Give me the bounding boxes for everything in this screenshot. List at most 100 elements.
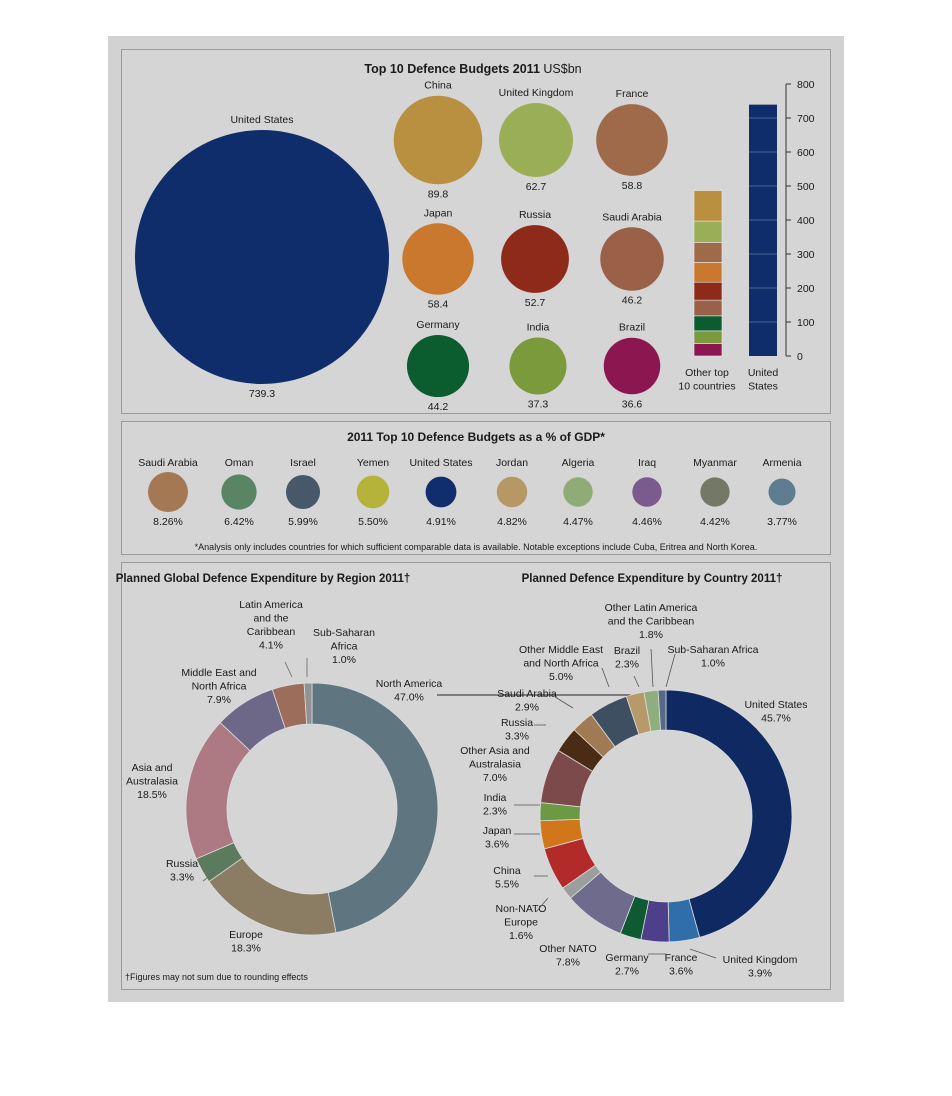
- gdp-value-label: 4.46%: [632, 516, 662, 528]
- bar-label-other-line: Other top: [685, 367, 729, 379]
- region-donut-label-line: 4.1%: [259, 640, 283, 652]
- bar-axis-tick-label: 500: [797, 181, 815, 193]
- country-donut-label-line: 1.6%: [509, 930, 533, 942]
- section1-title: Top 10 Defence Budgets 2011 US$bn: [364, 62, 581, 76]
- budget-bubble-value: 46.2: [622, 295, 643, 307]
- bar-label-other-line: 10 countries: [678, 381, 735, 393]
- budget-bubble-label: United Kingdom: [499, 87, 574, 99]
- gdp-bubble: [148, 472, 188, 512]
- country-label-leader: [554, 696, 574, 709]
- gdp-bubble: [768, 478, 796, 506]
- country-donut-label-line: Sub-Saharan Africa: [667, 644, 758, 656]
- budget-bubble-united-kingdom: [499, 103, 573, 177]
- us-budget-bar: [749, 104, 777, 356]
- gdp-country-label: Yemen: [357, 457, 389, 469]
- region-donut-label-line: 7.9%: [207, 694, 231, 706]
- stacked-bar-segment: [693, 343, 723, 357]
- region-donut-label-line: North America: [376, 678, 443, 690]
- gdp-value-label: 4.91%: [426, 516, 456, 528]
- bar-axis-tick-label: 800: [797, 79, 815, 91]
- gdp-value-label: 5.50%: [358, 516, 388, 528]
- country-donut-label-line: and the Caribbean: [608, 616, 695, 628]
- country-donut-label-line: 3.6%: [485, 839, 509, 851]
- budget-bubble-value: 58.4: [428, 299, 449, 311]
- gdp-value-label: 4.82%: [497, 516, 527, 528]
- budget-bubble-label: Japan: [424, 207, 453, 219]
- country-donut-label-line: Other Asia and: [460, 745, 530, 757]
- gdp-bubble: [356, 475, 390, 509]
- region-donut-label-line: Russia: [166, 858, 198, 870]
- budget-bubble-value: 89.8: [428, 188, 449, 200]
- country-label-leader: [633, 675, 640, 688]
- country-label-leader: [650, 648, 654, 688]
- stacked-bar-segment: [693, 262, 723, 283]
- region-donut-label-line: Caribbean: [247, 626, 296, 638]
- country-donut-label-line: 1.8%: [639, 629, 663, 641]
- country-donut-label-line: 2.3%: [483, 806, 507, 818]
- country-donut-label-line: Other Latin America: [605, 602, 698, 614]
- country-donut-slice-united-states: [665, 689, 793, 938]
- country-donut-label-line: Australasia: [469, 759, 521, 771]
- budget-bubble-value: 37.3: [528, 399, 549, 411]
- budget-bubble-value: 739.3: [249, 388, 275, 400]
- region-donut-label-line: 18.3%: [231, 943, 261, 955]
- region-donut-label-line: and the: [253, 613, 288, 625]
- gdp-bubble: [700, 477, 730, 507]
- region-donut-label-line: 3.3%: [170, 872, 194, 884]
- country-label-leader: [665, 653, 676, 688]
- country-donut-label-line: 2.3%: [615, 659, 639, 671]
- section2-footnote: *Analysis only includes countries for wh…: [195, 542, 758, 552]
- country-donut-slice-sub-saharan-africa: [657, 689, 667, 731]
- bar-axis-tick-label: 200: [797, 283, 815, 295]
- country-donut-label-line: United Kingdom: [723, 954, 798, 966]
- country-donut-label-line: 3.6%: [669, 966, 693, 978]
- region-donut-label-line: 1.0%: [332, 654, 356, 666]
- country-donut-label-line: 45.7%: [761, 713, 791, 725]
- budget-bubble-label: Germany: [416, 319, 460, 331]
- country-donut-label-line: United States: [744, 699, 807, 711]
- region-donut-label-line: Latin America: [239, 599, 303, 611]
- gdp-bubble: [285, 474, 321, 510]
- country-donut-label-line: 7.0%: [483, 772, 507, 784]
- section3-footnote: †Figures may not sum due to rounding eff…: [125, 972, 308, 982]
- country-donut-label-line: France: [665, 952, 698, 964]
- gdp-bubble: [632, 477, 662, 507]
- country-label-leader: [535, 897, 549, 913]
- gdp-country-label: Iraq: [638, 457, 656, 469]
- country-donut-label-line: Japan: [483, 825, 512, 837]
- region-donut-slice-north-america: [311, 682, 439, 934]
- gdp-country-label: Myanmar: [693, 457, 737, 469]
- share-section: Planned Global Defence Expenditure by Re…: [116, 573, 808, 982]
- bar-label-us-line: States: [748, 381, 778, 393]
- region-donut-label-line: Australasia: [126, 776, 178, 788]
- budget-bubble-label: India: [527, 321, 550, 333]
- bar-axis-tick-label: 0: [797, 351, 803, 363]
- gdp-value-label: 3.77%: [767, 516, 797, 528]
- budget-bubble-china: [393, 95, 483, 185]
- bar-label-us-line: United: [748, 367, 779, 379]
- region-donut-slice-sub-saharan-africa: [303, 682, 313, 725]
- gdp-country-label: Oman: [225, 457, 254, 469]
- stacked-bar-segment: [693, 190, 723, 222]
- country-donut-label-line: Other Middle East: [519, 644, 603, 656]
- region-donut-title: Planned Global Defence Expenditure by Re…: [116, 573, 411, 585]
- stacked-bar-segment: [693, 242, 723, 263]
- infographic-poster: Top 10 Defence Budgets 2011 US$bn United …: [108, 36, 844, 1002]
- country-donut-label-line: Russia: [501, 717, 533, 729]
- bar-axis-tick-label: 300: [797, 249, 815, 261]
- country-donut-label-line: Germany: [605, 952, 649, 964]
- budget-bubble-united-states: [135, 130, 389, 384]
- country-donut-title: Planned Defence Expenditure by Country 2…: [522, 573, 783, 585]
- gdp-value-label: 4.47%: [563, 516, 593, 528]
- budget-bubble-saudi-arabia: [600, 227, 664, 291]
- country-label-leader: [689, 948, 717, 959]
- region-donut-slice-asia-and-australasia: [185, 722, 251, 860]
- budget-bubble-value: 44.2: [428, 401, 449, 413]
- country-donut-label-line: 3.9%: [748, 968, 772, 980]
- region-donut-label-line: North Africa: [192, 681, 247, 693]
- stacked-bar-segment: [693, 315, 723, 332]
- budget-bubble-value: 52.7: [525, 297, 546, 309]
- stacked-bar-segment: [693, 281, 723, 301]
- stacked-bar-segment: [693, 330, 723, 344]
- country-donut-label-line: Saudi Arabia: [497, 688, 557, 700]
